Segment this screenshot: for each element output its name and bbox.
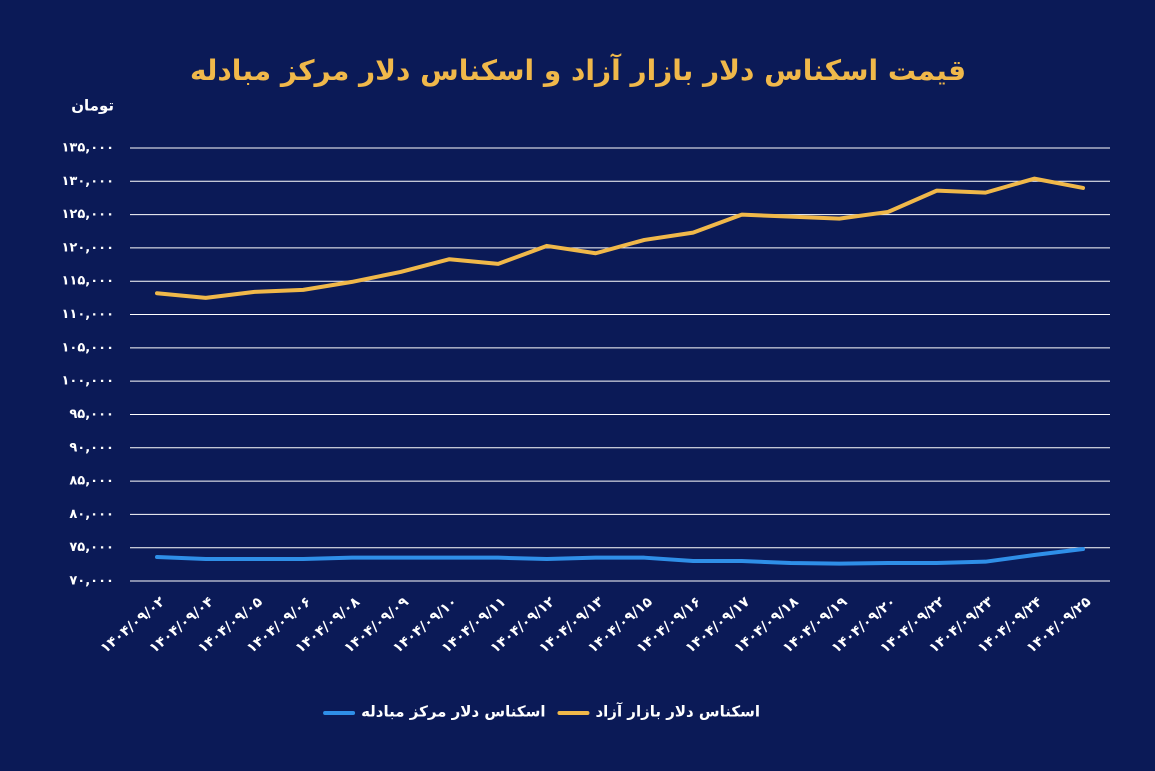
- series-line: [155, 547, 1085, 566]
- y-tick-label: ۱۳۰,۰۰۰: [61, 174, 114, 189]
- y-tick-label: ۱۱۵,۰۰۰: [61, 274, 114, 289]
- series-line: [155, 176, 1085, 300]
- y-tick-label: ۸۵,۰۰۰: [69, 474, 114, 489]
- y-tick-label: ۱۰۰,۰۰۰: [61, 374, 114, 389]
- y-tick-label: ۱۳۵,۰۰۰: [61, 141, 114, 156]
- y-tick-label: ۹۰,۰۰۰: [69, 440, 114, 455]
- chart-title: قیمت اسکناس دلار بازار آزاد و اسکناس دلا…: [190, 53, 966, 87]
- y-tick-label: ۹۵,۰۰۰: [69, 407, 114, 422]
- legend-label: اسکناس دلار مرکز مبادله: [361, 703, 545, 721]
- y-tick-label: ۱۰۵,۰۰۰: [61, 340, 114, 355]
- y-tick-label: ۷۰,۰۰۰: [69, 574, 114, 589]
- y-axis-label: تومان: [71, 97, 114, 115]
- legend-label: اسکناس دلار بازار آزاد: [595, 703, 760, 721]
- y-tick-label: ۷۵,۰۰۰: [69, 540, 114, 555]
- y-tick-label: ۱۲۵,۰۰۰: [61, 207, 114, 222]
- y-tick-label: ۱۲۰,۰۰۰: [61, 240, 114, 255]
- y-tick-label: ۱۱۰,۰۰۰: [61, 307, 114, 322]
- y-tick-label: ۸۰,۰۰۰: [69, 507, 114, 522]
